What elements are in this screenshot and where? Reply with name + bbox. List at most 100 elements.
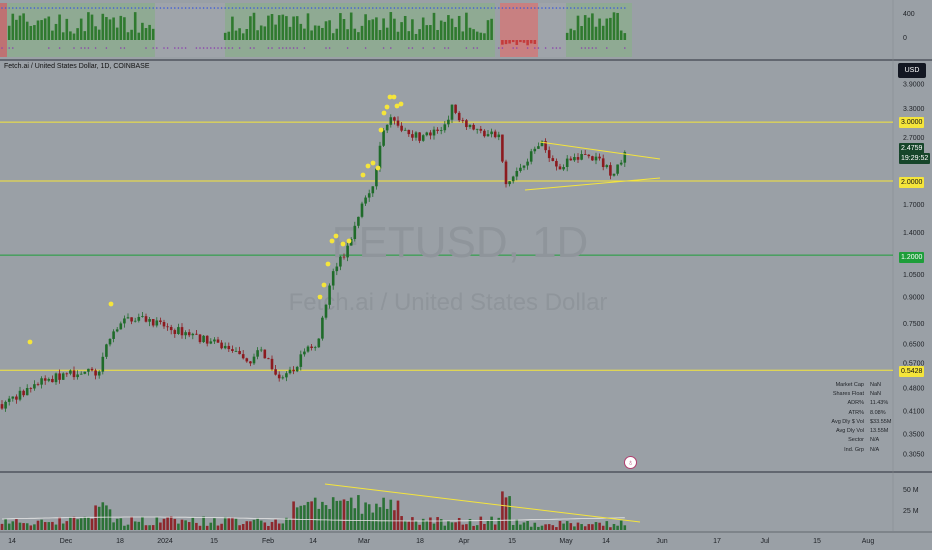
candle-body xyxy=(367,193,371,198)
candle-body xyxy=(382,130,385,146)
volume-bar xyxy=(180,519,184,530)
indicator-bar xyxy=(310,30,313,40)
candle-body xyxy=(61,373,65,380)
candle-body xyxy=(360,203,364,217)
volume-axis-tick: 25 M xyxy=(903,508,919,515)
volume-bar xyxy=(54,524,58,530)
indicator-bar xyxy=(259,25,263,40)
stats-row: Avg Dly Vol 13.55M xyxy=(812,426,896,435)
indicator-dot xyxy=(332,7,335,9)
indicator-dot xyxy=(253,7,255,9)
indicator-dot xyxy=(188,7,190,9)
indicator-bar xyxy=(61,32,65,40)
volume-bar xyxy=(519,524,522,530)
price-axis-tick: 1.7000 xyxy=(903,202,925,209)
signal-marker-dot xyxy=(317,294,323,300)
candle-body xyxy=(25,387,29,396)
currency-button[interactable]: USD xyxy=(898,63,926,78)
price-axis-tick: 0.4100 xyxy=(903,409,925,416)
indicator-dot xyxy=(472,47,475,49)
volume-bar xyxy=(256,517,259,530)
indicator-dot xyxy=(80,7,82,9)
indicator-bar xyxy=(249,16,252,40)
time-axis-tick: Aug xyxy=(862,538,875,545)
indicator-bar xyxy=(429,25,432,40)
current-price-tag: 2.4759 xyxy=(899,143,925,154)
indicator-dot xyxy=(613,7,615,9)
candle-body xyxy=(133,320,137,322)
indicator-dot xyxy=(390,7,392,9)
indicator-bar xyxy=(342,19,346,40)
candle-body xyxy=(504,161,508,185)
indicator-dot xyxy=(357,7,360,9)
candle-body xyxy=(385,124,389,131)
indicator-bar xyxy=(108,19,112,40)
time-axis-tick: 2024 xyxy=(157,538,173,545)
indicator-bars-group xyxy=(1,7,627,49)
candle-body xyxy=(357,216,360,226)
volume-bar xyxy=(159,522,162,530)
candle-body xyxy=(418,132,421,141)
indicator-bar xyxy=(623,33,627,40)
indicator-bar xyxy=(465,12,468,40)
candle-body xyxy=(353,225,357,240)
indicator-dot xyxy=(87,7,90,9)
price-axis-tick: 0.9000 xyxy=(903,294,925,301)
volume-bar xyxy=(241,524,245,530)
indicator-dot xyxy=(76,7,79,9)
volume-bar xyxy=(65,521,69,530)
candle-body xyxy=(371,186,375,194)
price-axis-tick: 0.7500 xyxy=(903,321,925,328)
candle-body xyxy=(245,358,249,362)
volume-bar xyxy=(274,519,277,530)
indicator-bar xyxy=(15,19,18,40)
indicator-dot xyxy=(364,47,367,49)
watermark-symbol: FETUSD, 1D xyxy=(332,218,589,267)
indicator-dot xyxy=(602,7,604,9)
volume-axis-tick: 50 M xyxy=(903,487,919,494)
indicator-dot xyxy=(73,47,75,49)
volume-bar xyxy=(465,524,468,530)
signal-marker-dot xyxy=(387,94,393,100)
tradingview-logo-icon[interactable]: ♁ xyxy=(624,456,637,469)
indicator-dot xyxy=(426,7,428,9)
stats-label: ADR% xyxy=(847,400,864,407)
candle-body xyxy=(65,373,69,375)
volume-bar xyxy=(22,523,25,530)
volume-bar xyxy=(421,518,425,530)
volume-bar xyxy=(90,518,94,530)
indicator-dot xyxy=(217,7,219,9)
price-tag-2: 2.0000 xyxy=(899,177,925,188)
indicator-bar xyxy=(432,12,436,41)
indicator-bar xyxy=(234,30,238,40)
indicator-bar xyxy=(490,18,493,40)
indicator-bar xyxy=(565,32,569,40)
indicator-dot xyxy=(620,7,622,9)
indicator-dot xyxy=(238,47,241,49)
stats-row: Market Cap NaN xyxy=(812,380,896,389)
indicator-dot xyxy=(278,47,281,49)
indicator-bar xyxy=(508,40,511,44)
indicator-dot xyxy=(202,7,205,9)
indicator-dot xyxy=(447,7,450,9)
indicator-dot xyxy=(364,7,367,9)
volume-bar xyxy=(479,516,483,530)
candle-body xyxy=(47,378,51,381)
volume-bar xyxy=(0,523,4,530)
volume-bar xyxy=(29,525,33,530)
indicator-dot xyxy=(26,7,29,9)
volume-ma-line xyxy=(1,516,625,522)
candle-body xyxy=(472,124,475,130)
volume-bar xyxy=(148,525,151,530)
indicator-dot xyxy=(411,7,414,9)
indicator-dot xyxy=(116,7,118,9)
volume-bar xyxy=(576,522,580,530)
indicator-bar xyxy=(349,12,353,40)
candle-body xyxy=(159,320,162,323)
indicator-dot xyxy=(454,7,457,9)
indicator-dot xyxy=(292,47,295,49)
indicator-bar xyxy=(256,30,259,40)
indicator-dot xyxy=(253,47,255,49)
